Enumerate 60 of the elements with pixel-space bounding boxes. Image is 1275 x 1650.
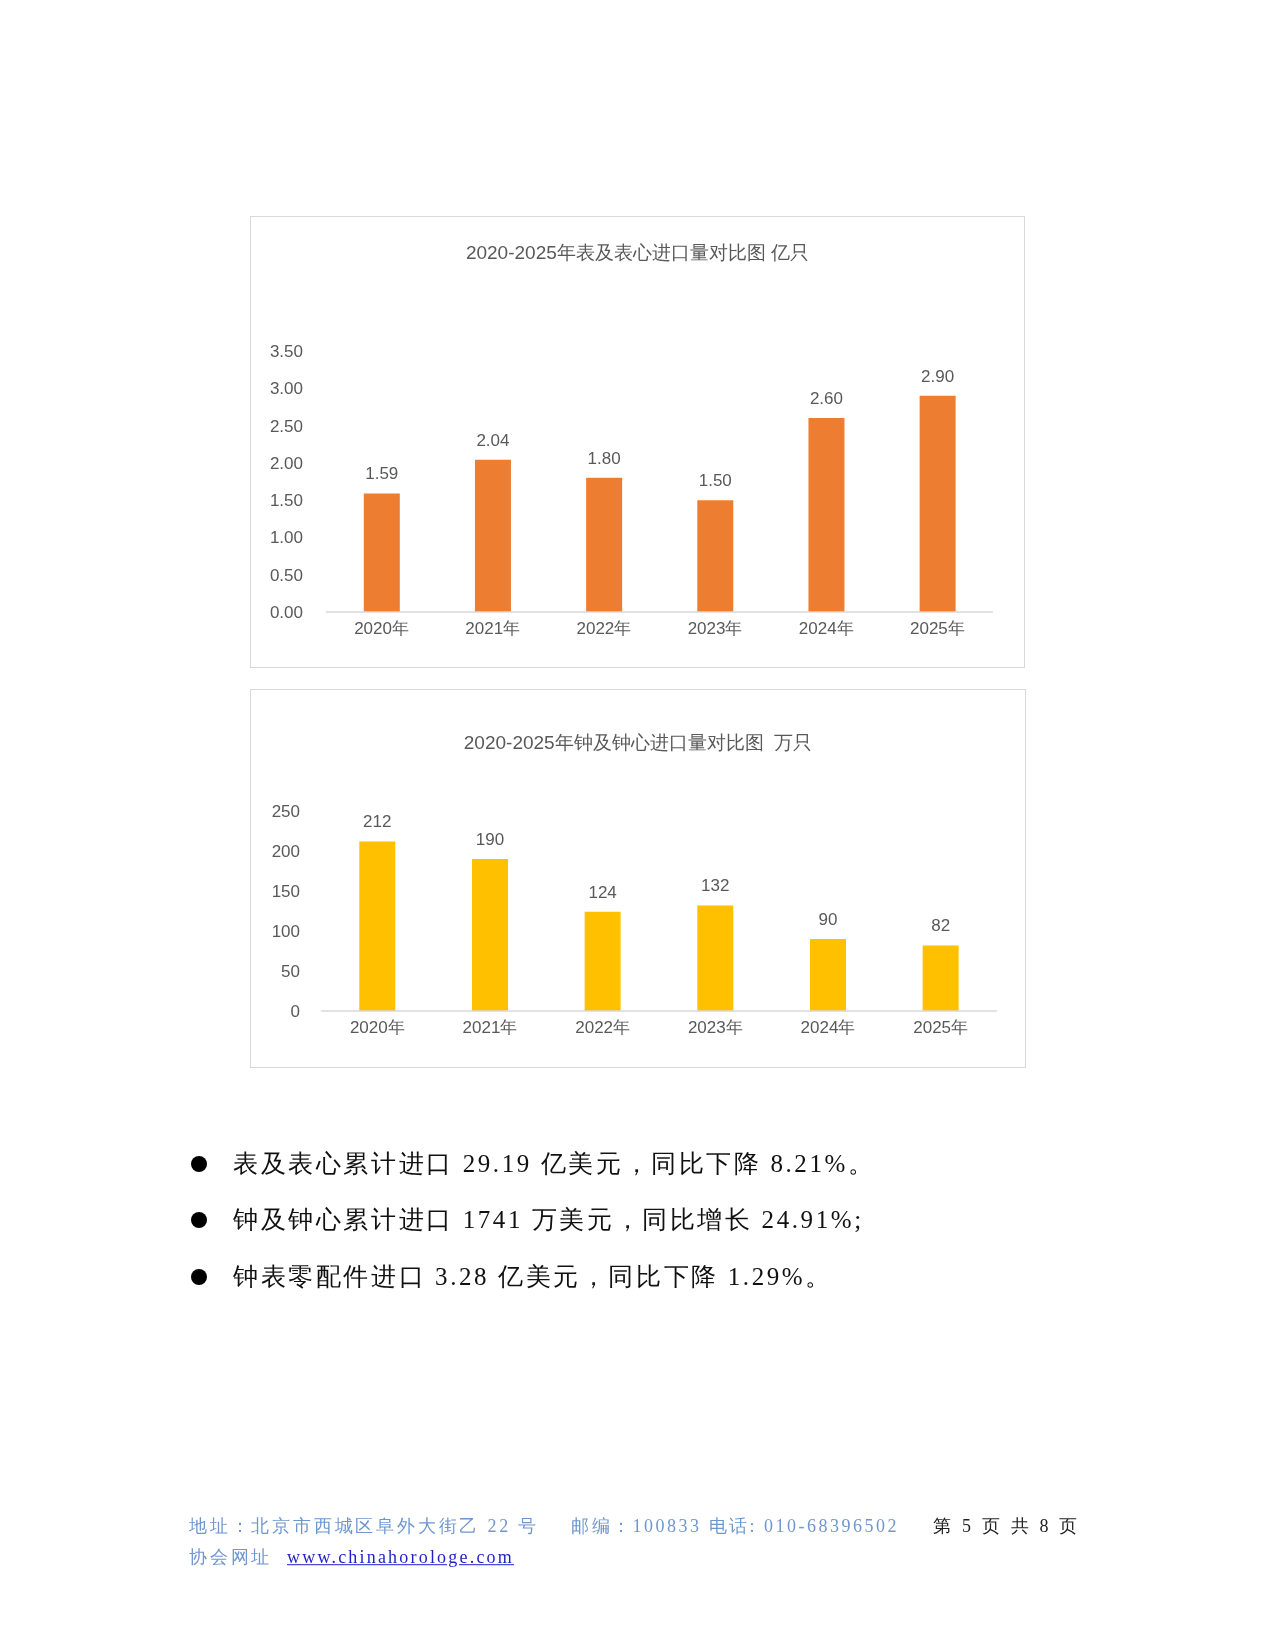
y-tick-label: 2.00 (269, 453, 303, 473)
x-tick-label: 2022年 (575, 1018, 631, 1038)
data-label: 2.60 (809, 389, 844, 409)
chart-title: 2020-2025年表及表心进口量对比图 亿只 (464, 241, 811, 265)
data-label: 132 (701, 876, 730, 896)
x-tick-label: 2024年 (800, 1018, 856, 1038)
data-label: 190 (475, 830, 505, 849)
y-tick-label: 1.00 (269, 528, 303, 548)
x-tick-label: 2024年 (798, 619, 854, 639)
bar (919, 395, 956, 612)
bar (363, 493, 400, 612)
y-tick-label: 0.50 (269, 565, 303, 585)
x-tick-label: 2023年 (687, 1018, 743, 1038)
data-label: 2.04 (476, 430, 510, 450)
y-tick-label: 3.50 (269, 342, 303, 362)
bar (471, 859, 508, 1011)
data-label: 82 (931, 916, 951, 936)
x-tick-label: 2022年 (576, 619, 632, 639)
x-tick-label: 2020年 (349, 1018, 405, 1038)
x-tick-label: 2021年 (462, 1018, 518, 1038)
y-tick-label: 2.50 (269, 416, 303, 436)
bar (922, 945, 959, 1011)
y-tick-label: 150 (271, 882, 300, 902)
y-tick-label: 100 (271, 922, 300, 942)
y-tick-label: 3.00 (269, 379, 303, 399)
data-label: 1.80 (587, 448, 621, 468)
text: 第 5 页 共 8 页 (933, 1516, 1081, 1538)
x-tick-label: 2023年 (687, 619, 743, 639)
text: 邮编：100833 电话: 010-68396502 (571, 1516, 899, 1538)
data-label: 124 (588, 882, 617, 902)
bar (586, 477, 623, 612)
bar (359, 841, 396, 1011)
y-tick-label: 200 (271, 842, 300, 862)
x-tick-label: 2021年 (465, 619, 521, 639)
bar (697, 905, 734, 1011)
data-label: 2.90 (921, 366, 955, 386)
text: 地址：北京市西城区阜外大街乙 22 号 (189, 1516, 540, 1538)
text: www.chinahorologe.com (287, 1547, 514, 1569)
chart-title: 2020-2025年钟及钟心进口量对比图 万只 (462, 731, 814, 755)
y-tick-label: 50 (281, 962, 300, 982)
data-label: 1.59 (365, 464, 399, 484)
data-label: 212 (363, 812, 392, 832)
x-tick-label: 2025年 (913, 1018, 969, 1038)
text: 钟表零配件进口 3.28 亿美元，同比下降 1.29%。 (233, 1262, 833, 1292)
bar (697, 500, 734, 612)
bar (584, 911, 621, 1011)
bar (809, 939, 846, 1011)
bar (808, 418, 845, 612)
y-tick-label: 250 (271, 802, 300, 822)
y-tick-label: 0.00 (269, 603, 303, 623)
text: 协会网址 (189, 1547, 273, 1569)
text: 表及表心累计进口 29.19 亿美元，同比下降 8.21%。 (233, 1149, 876, 1179)
y-tick-label: 1.50 (269, 491, 303, 511)
bar (474, 459, 511, 612)
y-tick-label: 0 (290, 1002, 300, 1022)
x-tick-label: 2020年 (354, 619, 409, 639)
x-tick-label: 2025年 (910, 619, 965, 639)
data-label: 90 (818, 910, 838, 929)
text: 钟及钟心累计进口 1741 万美元，同比增长 24.91%; (233, 1205, 864, 1235)
data-label: 1.50 (698, 471, 732, 491)
